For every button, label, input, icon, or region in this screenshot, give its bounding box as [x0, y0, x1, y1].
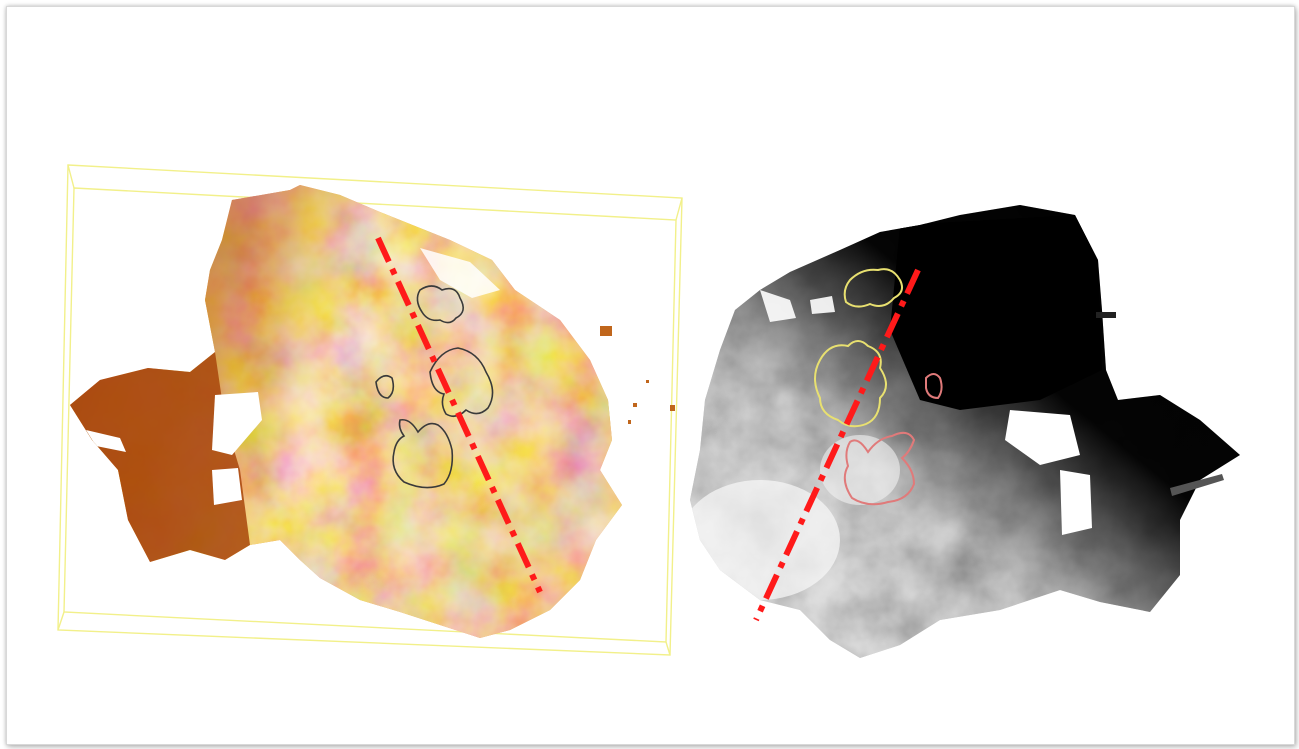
yellow-contour-top	[843, 268, 903, 308]
pink-contours	[843, 373, 943, 506]
edge-strips	[1096, 312, 1224, 496]
pink-contour-small	[925, 373, 943, 400]
bounding-box	[57, 164, 683, 656]
profile-line-right	[753, 268, 921, 622]
contour-top	[416, 285, 464, 324]
contour-bottom	[392, 418, 454, 489]
right-panel-grayscale-map	[690, 205, 1240, 658]
yellow-contour-middle	[814, 340, 887, 428]
contour-middle	[429, 347, 494, 418]
copper-terrain	[70, 185, 622, 638]
contour-small	[375, 374, 395, 399]
contour-outlines	[375, 285, 494, 489]
left-panel-copper-map	[57, 164, 683, 656]
pink-contour-bottom	[843, 431, 916, 506]
profile-line-left	[375, 236, 543, 594]
grayscale-terrain	[690, 205, 1240, 658]
yellow-contours	[814, 268, 903, 428]
edge-speckles	[600, 326, 675, 424]
